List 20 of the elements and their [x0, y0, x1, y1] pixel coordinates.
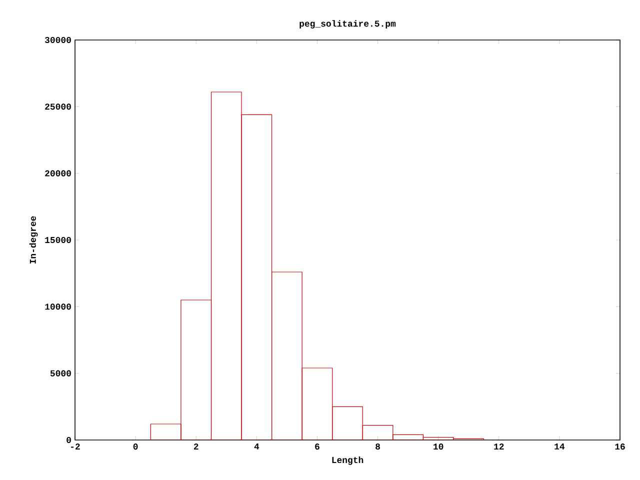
x-tick-label: 8 — [376, 444, 380, 450]
y-tick-label: 15000 — [45, 236, 71, 244]
x-axis-title: Length — [332, 456, 364, 465]
y-axis-title: In-degree — [29, 216, 38, 264]
x-tick-label: -2 — [71, 444, 80, 450]
y-tick-label: 10000 — [45, 304, 71, 310]
x-tick-label: 0 — [133, 444, 138, 450]
y-tick-label: 0 — [66, 436, 71, 444]
y-tick-label: 30000 — [44, 36, 71, 44]
x-tick-label: 16 — [615, 444, 625, 450]
x-tick-label: 12 — [494, 444, 504, 450]
chart-title: peg_solitaire.5.pm — [300, 20, 396, 29]
x-tick-label: 4 — [254, 444, 260, 450]
y-tick-label: 20000 — [45, 170, 71, 176]
x-tick-label: 10 — [434, 444, 444, 450]
x-tick-label: 6 — [315, 444, 320, 450]
y-tick-label: 5000 — [50, 370, 71, 376]
x-tick-label: 14 — [554, 444, 565, 450]
y-tick-label: 25000 — [45, 104, 71, 110]
x-tick-label: 2 — [194, 444, 198, 450]
